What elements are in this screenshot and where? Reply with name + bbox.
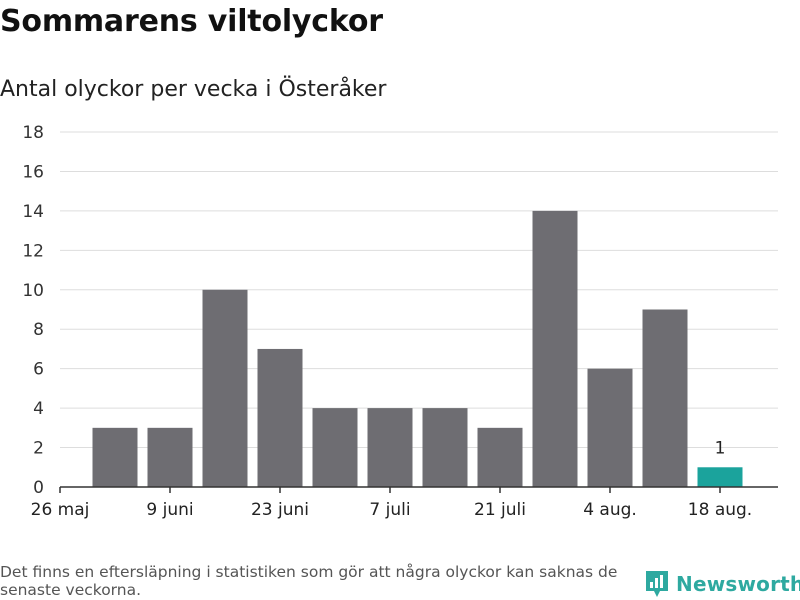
y-tick-label: 10	[22, 281, 44, 301]
y-tick-label: 2	[33, 439, 44, 459]
y-tick-label: 14	[22, 202, 44, 222]
bar	[92, 427, 138, 487]
x-tick-label: 9 juni	[146, 500, 193, 520]
x-tick-label: 18 aug.	[688, 500, 752, 520]
bar	[202, 289, 248, 487]
bar	[642, 309, 688, 487]
data-label: 1	[715, 438, 726, 458]
y-tick-label: 16	[22, 162, 44, 182]
bar	[312, 408, 358, 487]
y-tick-label: 12	[22, 241, 44, 261]
y-tick-label: 6	[33, 360, 44, 380]
y-tick-label: 8	[33, 320, 44, 340]
chart-title: Sommarens viltolyckor	[0, 4, 383, 39]
brand-name: Newsworthy	[676, 572, 800, 596]
bar	[147, 427, 193, 487]
highlight-bar	[697, 467, 743, 487]
bar	[477, 427, 523, 487]
bar	[587, 368, 633, 487]
newsworthy-logo-icon	[646, 571, 668, 597]
bar	[422, 408, 468, 487]
x-tick-label: 7 juli	[369, 500, 410, 520]
y-tick-label: 18	[22, 123, 44, 143]
bar	[532, 210, 578, 487]
bar-chart: 0 2 4 6 8 10 12 14 16 18 1 26 maj 9 juni 23 juni 7 jul…	[22, 123, 778, 520]
x-tick-label: 21 juli	[474, 500, 526, 520]
footnote: Det finns en eftersläpning i statistiken…	[0, 563, 618, 599]
x-tick-label: 23 juni	[251, 500, 309, 520]
chart-subtitle: Antal olyckor per vecka i Österåker	[0, 77, 387, 102]
bar	[367, 408, 413, 487]
y-tick-label: 0	[33, 478, 44, 498]
x-tick-label: 26 maj	[31, 500, 90, 520]
x-tick-label: 4 aug.	[583, 500, 637, 520]
y-tick-label: 4	[33, 399, 44, 419]
brand-logo: Newsworthy	[644, 569, 800, 599]
bar	[257, 348, 303, 487]
